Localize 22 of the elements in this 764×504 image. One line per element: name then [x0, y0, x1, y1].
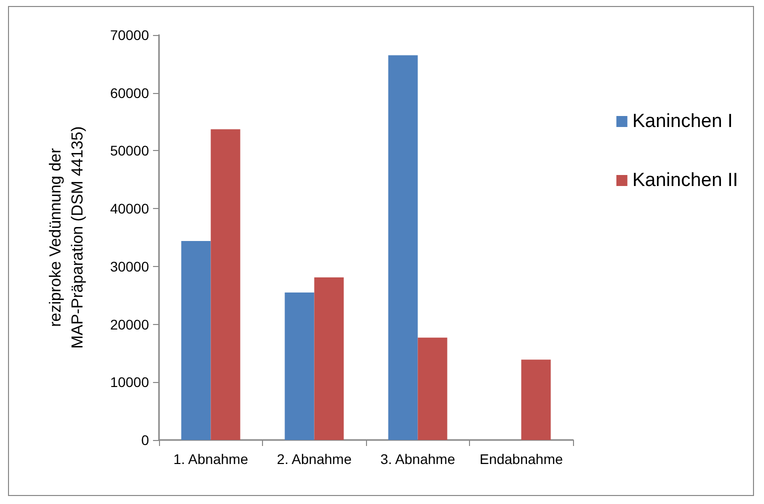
- legend-label: Kaninchen II: [632, 170, 738, 191]
- y-tick-label: 30000: [110, 258, 150, 274]
- y-axis-title: reziproke Vedünnung der MAP-Präparation (DSM 44135): [48, 126, 86, 349]
- x-tick-label: 3. Abnahme: [380, 451, 456, 467]
- y-tick-label: 40000: [110, 200, 150, 217]
- bar: [521, 360, 551, 440]
- y-tick-label: 60000: [110, 84, 150, 101]
- y-tick-label: 0: [141, 432, 150, 448]
- x-tick-label: 1. Abnahme: [173, 451, 248, 467]
- y-tick-label: 70000: [110, 27, 150, 43]
- legend-label: Kaninchen I: [632, 111, 733, 132]
- x-tick-label: Endabnahme: [480, 451, 564, 467]
- bar: [284, 292, 314, 440]
- bar: [210, 129, 240, 440]
- bar: [388, 55, 418, 440]
- bar: [418, 338, 448, 440]
- y-tick-label: 50000: [110, 142, 150, 159]
- bar: [181, 240, 211, 440]
- y-tick-label: 10000: [110, 374, 150, 390]
- x-tick-label: 2. Abnahme: [276, 451, 352, 467]
- y-tick-label: 20000: [110, 316, 150, 332]
- bar: [314, 277, 344, 440]
